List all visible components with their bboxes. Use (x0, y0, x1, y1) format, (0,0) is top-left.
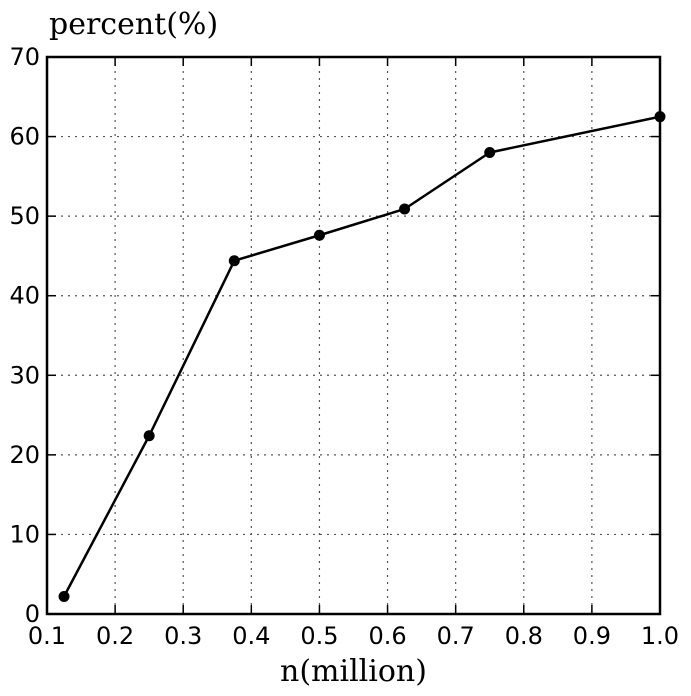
data-point (228, 255, 240, 267)
x-tick-label: 0.1 (28, 622, 66, 650)
y-tick-label: 40 (9, 282, 40, 310)
y-tick-label: 60 (9, 123, 40, 151)
series-line (62, 115, 661, 598)
tick-marks (46, 56, 661, 615)
x-tick-label: 0.5 (300, 622, 338, 650)
data-point (313, 229, 325, 241)
x-tick-label: 0.6 (368, 622, 406, 650)
y-tick-label: 20 (9, 441, 40, 469)
y-tick-label: 0 (25, 600, 40, 628)
y-tick-label: 50 (9, 202, 40, 230)
data-point (143, 430, 155, 442)
grid-lines (47, 57, 660, 614)
x-tick-label: 0.9 (573, 622, 611, 650)
data-point (484, 146, 496, 158)
data-point (399, 203, 411, 215)
x-tick-label: 1.0 (641, 622, 679, 650)
x-tick-label: 0.7 (437, 622, 475, 650)
y-tick-label: 10 (9, 520, 40, 548)
y-axis-title: percent(%) (49, 7, 218, 42)
x-tick-label: 0.4 (232, 622, 270, 650)
x-axis-title: n(million) (280, 654, 427, 689)
plot-area-frame (45, 55, 662, 616)
data-point (654, 111, 666, 123)
y-axis-tick-labels: 0 10 20 30 40 50 60 70 (9, 43, 40, 628)
data-point (58, 590, 70, 602)
x-axis-tick-labels: 0.1 0.2 0.3 0.4 0.5 0.6 0.7 0.8 0.9 1.0 (28, 622, 679, 650)
x-tick-label: 0.8 (505, 622, 543, 650)
data-series (58, 111, 666, 602)
y-tick-label: 30 (9, 361, 40, 389)
y-tick-label: 70 (9, 43, 40, 71)
x-tick-label: 0.2 (96, 622, 134, 650)
x-tick-label: 0.3 (164, 622, 202, 650)
